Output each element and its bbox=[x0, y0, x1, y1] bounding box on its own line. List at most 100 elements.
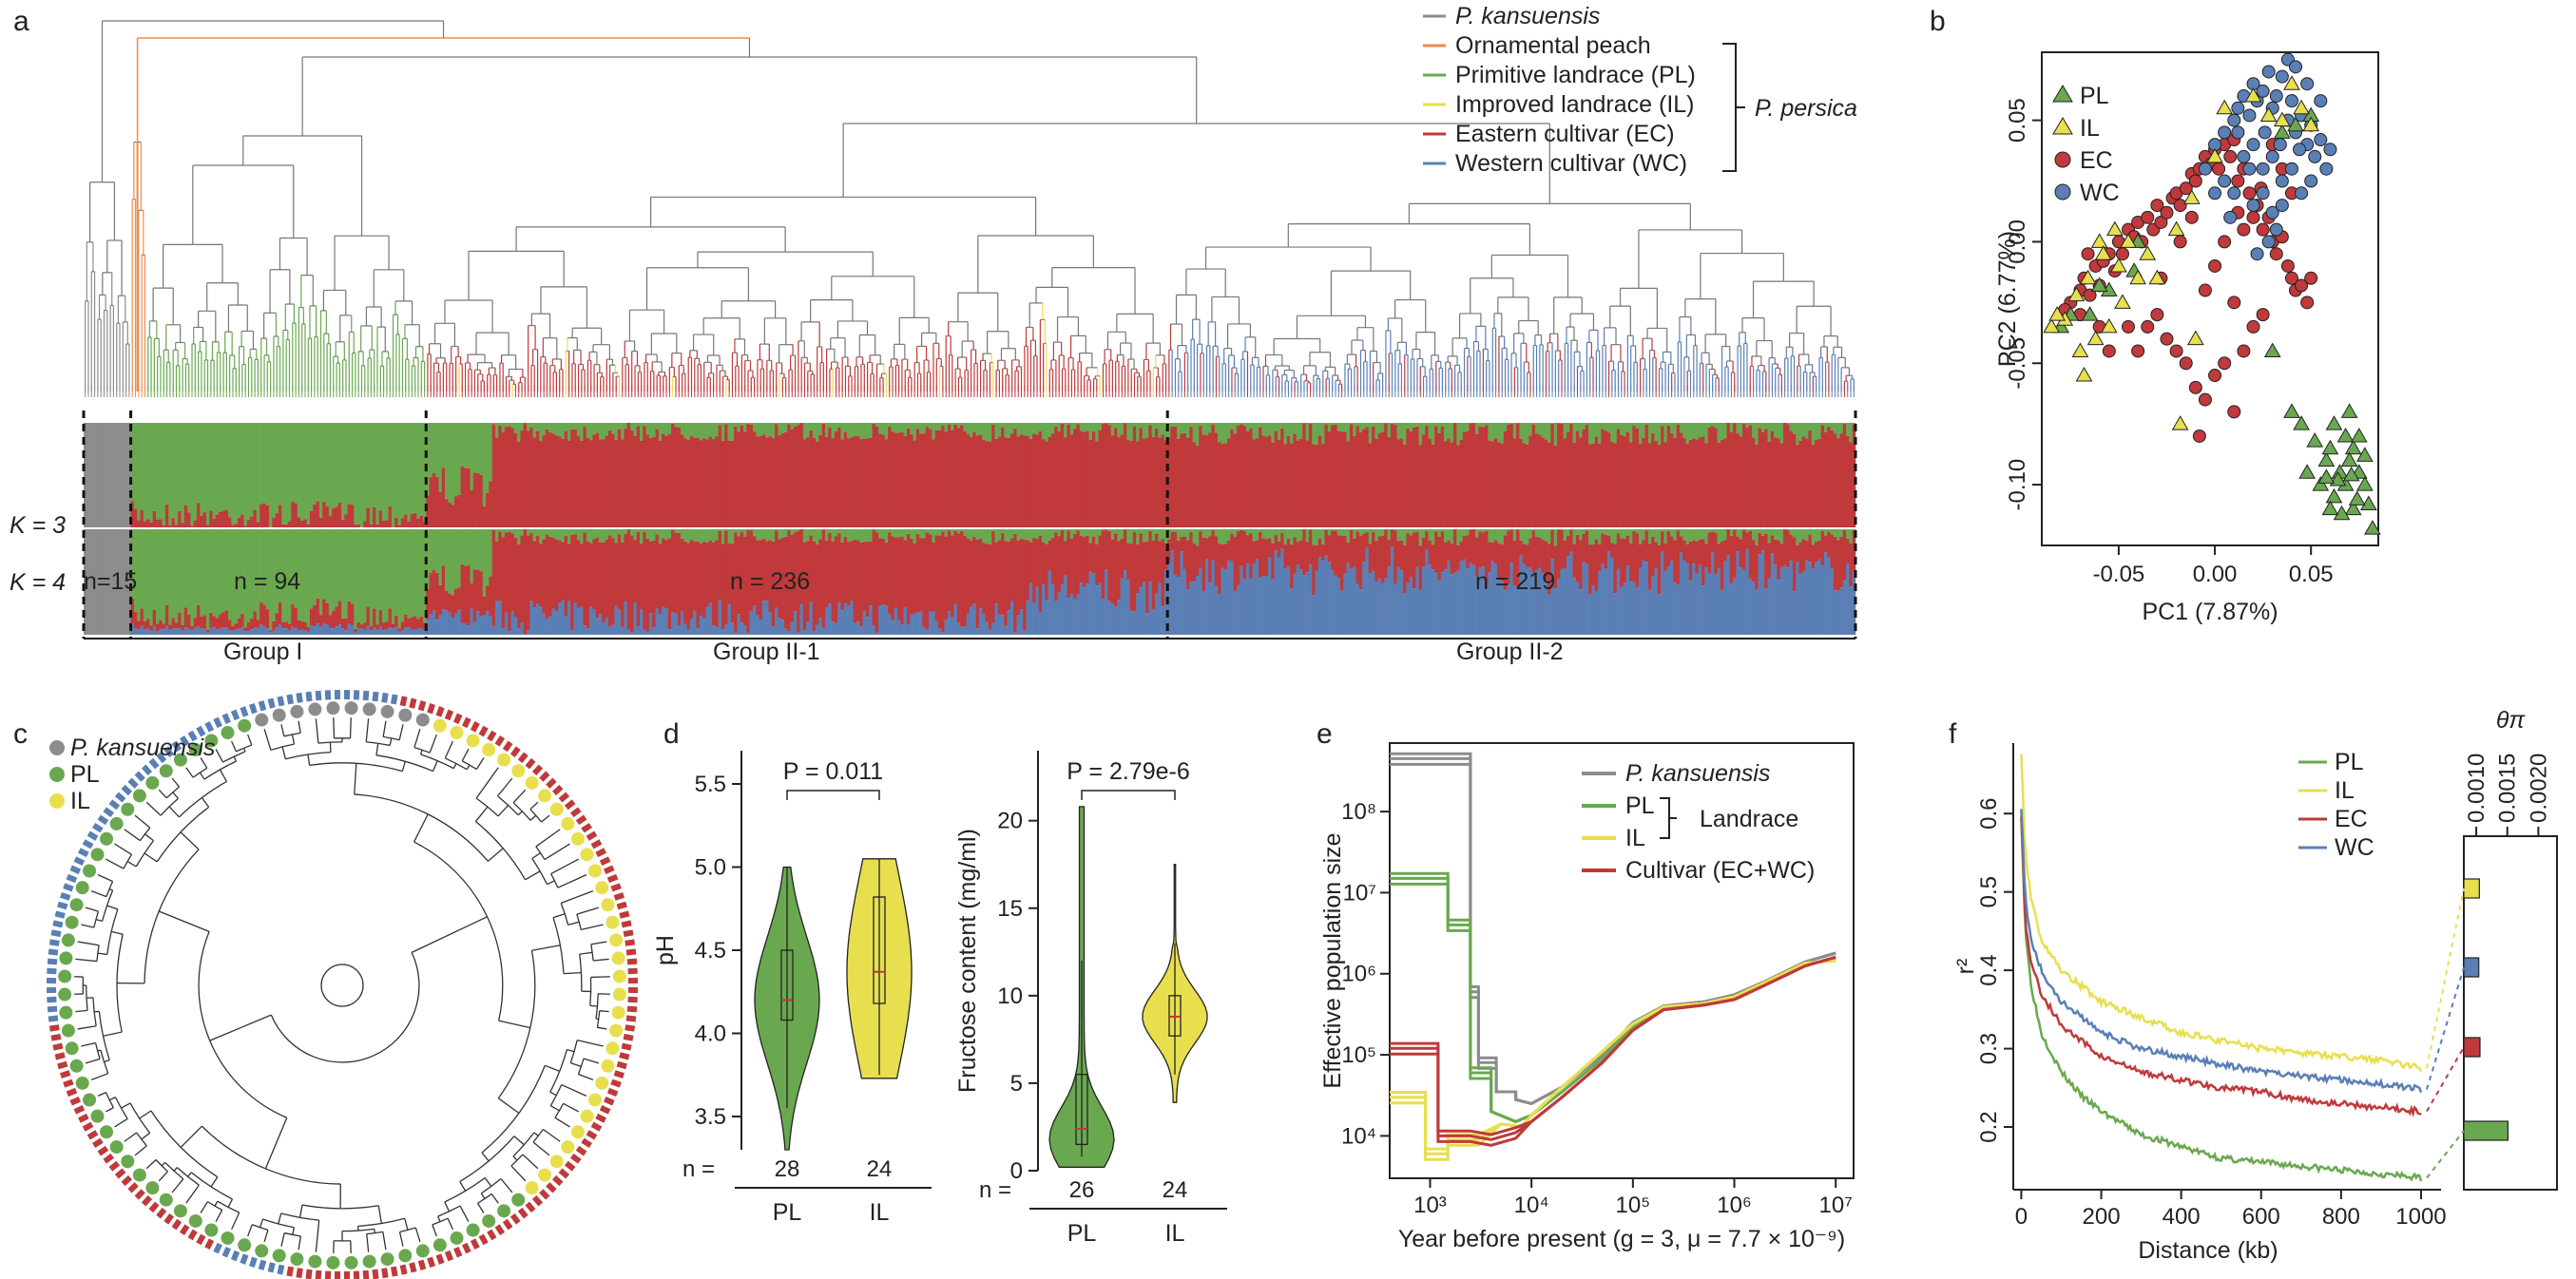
admixture-k4-segment bbox=[297, 529, 301, 620]
admixture-k4-segment bbox=[539, 606, 543, 635]
admixture-k3-segment bbox=[586, 423, 590, 438]
admixture-k4-segment bbox=[831, 542, 836, 622]
admixture-k4-segment bbox=[966, 613, 971, 635]
admixture-k4-segment bbox=[354, 632, 357, 635]
admixture-k3-segment bbox=[1466, 430, 1470, 527]
admixture-k4-segment bbox=[240, 627, 244, 635]
admixture-k4-segment bbox=[193, 627, 198, 635]
admixture-k3-segment bbox=[1459, 423, 1464, 440]
admixture-k3-segment bbox=[1151, 423, 1156, 437]
admixture-k3-segment bbox=[1069, 434, 1074, 527]
admixture-k4-segment bbox=[262, 626, 266, 635]
admixture-k4-segment bbox=[212, 616, 217, 627]
admixture-k3-segment bbox=[1042, 423, 1046, 440]
admixture-k4-segment bbox=[1259, 529, 1262, 533]
admixture-k4-segment bbox=[152, 626, 157, 635]
admixture-k4-segment bbox=[1770, 553, 1775, 635]
admixture-k4-segment bbox=[1098, 529, 1103, 536]
admixture-k4-segment bbox=[1801, 570, 1806, 635]
admixture-k4-segment bbox=[727, 604, 732, 635]
admixture-k4-segment bbox=[896, 620, 901, 635]
admixture-k3-segment bbox=[1177, 423, 1181, 439]
admixture-k4-segment bbox=[775, 607, 779, 635]
admixture-k4-segment bbox=[1132, 529, 1137, 532]
admixture-k4-segment bbox=[1380, 535, 1385, 583]
admixture-k4-segment bbox=[1105, 569, 1108, 635]
admixture-k3-segment bbox=[413, 423, 417, 513]
admixture-k3-segment bbox=[1500, 423, 1505, 444]
admixture-k3-segment bbox=[1120, 434, 1125, 527]
admixture-k3-segment bbox=[1613, 443, 1618, 527]
admixture-k4-segment bbox=[1001, 529, 1005, 533]
admixture-k3-segment bbox=[1154, 428, 1159, 527]
admixture-k3-segment bbox=[580, 423, 584, 441]
admixture-k3-segment bbox=[818, 434, 822, 527]
admixture-k3-segment bbox=[328, 516, 333, 527]
admixture-k4-segment bbox=[662, 538, 665, 607]
admixture-k4-segment bbox=[988, 544, 992, 630]
admixture-k3-segment bbox=[457, 423, 461, 495]
admixture-k4-segment bbox=[347, 601, 352, 624]
admixture-k3-segment bbox=[1343, 431, 1347, 527]
admixture-k4-segment bbox=[501, 537, 506, 629]
admixture-k4-segment bbox=[1380, 529, 1385, 536]
admixture-k3-segment bbox=[982, 423, 986, 440]
admixture-k4-segment bbox=[1315, 529, 1319, 545]
admixture-k3-segment bbox=[1199, 423, 1202, 427]
admixture-k4-segment bbox=[1139, 533, 1144, 588]
admixture-k4-segment bbox=[1456, 570, 1460, 635]
admixture-k4-segment bbox=[966, 529, 971, 539]
admixture-k3-segment bbox=[309, 510, 314, 527]
admixture-k4-segment bbox=[951, 535, 954, 618]
admixture-k4-segment bbox=[1437, 529, 1442, 537]
admixture-k4-segment bbox=[1252, 541, 1257, 564]
admixture-k4-segment bbox=[1073, 534, 1077, 600]
admixture-k3-segment bbox=[337, 423, 342, 503]
admixture-k3-segment bbox=[1553, 445, 1558, 527]
admixture-k4-segment bbox=[87, 529, 90, 635]
admixture-k4-segment bbox=[583, 625, 587, 635]
admixture-k4-segment bbox=[1597, 571, 1602, 635]
admixture-k4-segment bbox=[297, 620, 301, 631]
admixture-k4-segment bbox=[639, 609, 644, 635]
admixture-k4-segment bbox=[900, 624, 904, 635]
admixture-k3-segment bbox=[118, 423, 122, 527]
admixture-k3-segment bbox=[702, 438, 706, 527]
admixture-k4-segment bbox=[1050, 529, 1055, 539]
admixture-k4-segment bbox=[1201, 529, 1206, 538]
admixture-k3-segment bbox=[121, 423, 125, 527]
admixture-k4-segment bbox=[956, 533, 961, 623]
admixture-k4-segment bbox=[1290, 529, 1294, 544]
admixture-k4-segment bbox=[1327, 535, 1332, 563]
admixture-k4-segment bbox=[1042, 529, 1046, 543]
admixture-k3-segment bbox=[1023, 423, 1027, 436]
admixture-k4-segment bbox=[1692, 540, 1696, 564]
admixture-k4-segment bbox=[1245, 535, 1250, 563]
admixture-k3-segment bbox=[416, 423, 420, 519]
admixture-k4-segment bbox=[1221, 529, 1224, 544]
admixture-k3-segment bbox=[599, 439, 603, 527]
admixture-k3-segment bbox=[1815, 439, 1818, 527]
admixture-k3-segment bbox=[529, 427, 533, 527]
admixture-k4-segment bbox=[187, 529, 191, 615]
admixture-k4-segment bbox=[354, 529, 357, 629]
admixture-k4-segment bbox=[1538, 537, 1542, 568]
admixture-k3-segment bbox=[809, 430, 814, 527]
admixture-k3-segment bbox=[1560, 423, 1564, 527]
admixture-k3-segment bbox=[636, 423, 641, 427]
admixture-k4-segment bbox=[1682, 540, 1686, 562]
admixture-k3-segment bbox=[667, 423, 672, 434]
admixture-k3-segment bbox=[272, 517, 276, 527]
admixture-k3-segment bbox=[1723, 423, 1727, 439]
admixture-k4-segment bbox=[1531, 529, 1536, 531]
admixture-k3-segment bbox=[388, 506, 393, 527]
admixture-k3-segment bbox=[1679, 423, 1683, 433]
admixture-k4-segment bbox=[410, 629, 414, 635]
admixture-k4-segment bbox=[1286, 538, 1291, 566]
admixture-k4-segment bbox=[1158, 582, 1162, 635]
admixture-k4-segment bbox=[1023, 529, 1027, 540]
admixture-k3-segment bbox=[1255, 423, 1259, 439]
admixture-k4-segment bbox=[369, 529, 374, 626]
admixture-k3-segment bbox=[281, 423, 285, 525]
admixture-k4-segment bbox=[925, 532, 930, 630]
